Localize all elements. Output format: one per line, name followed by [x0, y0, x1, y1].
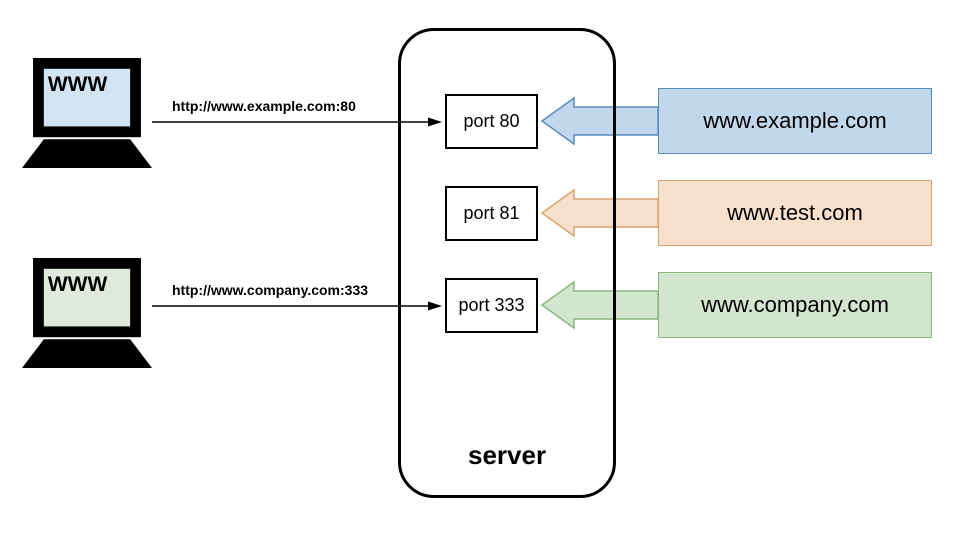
domain-box: www.test.com	[658, 180, 932, 246]
port-label: port 81	[463, 203, 519, 224]
domain-box: www.example.com	[658, 88, 932, 154]
port-box: port 81	[445, 186, 538, 241]
request-url-label: http://www.company.com:333	[172, 282, 368, 298]
port-box: port 333	[445, 278, 538, 333]
request-url-label: http://www.example.com:80	[172, 98, 356, 114]
port-box: port 80	[445, 94, 538, 149]
domain-label: www.company.com	[701, 292, 889, 318]
port-label: port 80	[463, 111, 519, 132]
server-label: server	[468, 440, 546, 471]
laptop-screen-text: WWW	[48, 73, 107, 97]
laptop-screen-text: WWW	[48, 273, 107, 297]
domain-label: www.example.com	[703, 108, 886, 134]
domain-box: www.company.com	[658, 272, 932, 338]
port-label: port 333	[458, 295, 524, 316]
domain-label: www.test.com	[727, 200, 863, 226]
